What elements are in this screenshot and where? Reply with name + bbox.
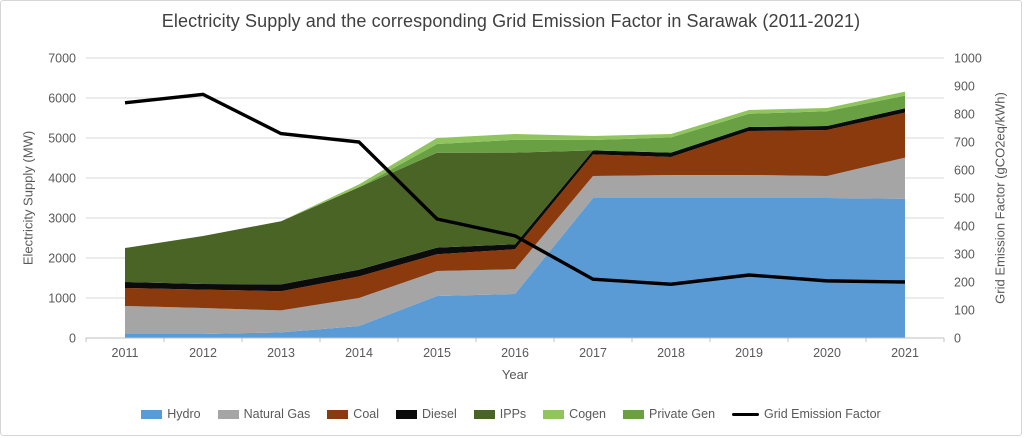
y-axis-right-tick-label: 700 xyxy=(954,136,975,150)
y-axis-left-tick-label: 1000 xyxy=(48,292,76,306)
legend-item-hydro: Hydro xyxy=(141,407,201,421)
y-axis-right-tick-label: 400 xyxy=(954,220,975,234)
legend-item-coal: Coal xyxy=(327,407,379,421)
legend-label: Coal xyxy=(353,407,380,421)
legend-item-private-gen: Private Gen xyxy=(623,407,715,421)
legend-item-cogen: Cogen xyxy=(543,407,606,421)
y-axis-right-tick-label: 600 xyxy=(954,164,975,178)
x-axis-tick-label: 2013 xyxy=(267,346,295,360)
x-axis-tick-label: 2021 xyxy=(891,346,919,360)
area-series-ipps xyxy=(125,108,905,285)
y-axis-left-tick-label: 0 xyxy=(69,332,76,346)
legend: Hydro Natural Gas Coal Diesel IPPs Cogen Priva… xyxy=(1,404,1021,424)
chart-title: Electricity Supply and the corresponding… xyxy=(161,11,861,31)
natural-gas-swatch-icon xyxy=(217,409,239,419)
area-series-natural-gas xyxy=(125,157,905,334)
x-axis-tick-label: 2019 xyxy=(735,346,763,360)
y-axis-right-tick-label: 100 xyxy=(954,304,975,318)
x-axis-tick-label: 2017 xyxy=(579,346,607,360)
x-axis-title: Year xyxy=(501,367,529,382)
legend-label: Cogen xyxy=(569,407,607,421)
x-axis-tick-label: 2016 xyxy=(501,346,529,360)
x-axis-tick-label: 2014 xyxy=(345,346,373,360)
grid-emission-factor-swatch-icon xyxy=(732,412,760,416)
legend-label: Natural Gas xyxy=(243,407,311,421)
y-axis-right-tick-label: 1000 xyxy=(954,52,982,66)
y-axis-left-tick-label: 5000 xyxy=(48,132,76,146)
y-axis-right-tick-label: 900 xyxy=(954,80,975,94)
y-axis-left-tick-label: 2000 xyxy=(48,252,76,266)
legend-item-natural-gas: Natural Gas xyxy=(217,407,311,421)
area-series-coal xyxy=(125,112,905,311)
legend-label: IPPs xyxy=(499,407,527,421)
area-series-hydro xyxy=(125,198,905,338)
area-series-diesel xyxy=(125,108,905,292)
x-axis-tick-label: 2018 xyxy=(657,346,685,360)
legend-item-ipps: IPPs xyxy=(473,407,527,421)
y-axis-left-tick-label: 7000 xyxy=(48,52,76,66)
y-axis-right-tick-label: 200 xyxy=(954,276,975,290)
legend-label: Grid Emission Factor xyxy=(764,407,881,421)
y-axis-left-tick-label: 3000 xyxy=(48,212,76,226)
legend-item-grid-emission-factor: Grid Emission Factor xyxy=(732,407,881,421)
y-axis-right-tick-label: 300 xyxy=(954,248,975,262)
y-axis-left-title: Electricity Supply (MW) xyxy=(20,130,36,266)
y-axis-right-tick-label: 0 xyxy=(954,332,961,346)
area-series-private-gen xyxy=(125,95,905,248)
line-series-grid-emission-factor xyxy=(124,92,906,286)
legend-label: Diesel xyxy=(422,407,457,421)
x-axis-tick-label: 2020 xyxy=(813,346,841,360)
legend-item-diesel: Diesel xyxy=(396,407,457,421)
y-axis-right-title: Grid Emission Factor (gCO2eq/kWh) xyxy=(992,92,1008,304)
y-axis-right-tick-label: 500 xyxy=(954,192,975,206)
y-axis-left-tick-label: 6000 xyxy=(48,92,76,106)
diesel-swatch-icon xyxy=(396,409,418,419)
private-gen-swatch-icon xyxy=(623,409,645,419)
legend-label: Hydro xyxy=(167,407,201,421)
hydro-swatch-icon xyxy=(141,409,163,419)
coal-swatch-icon xyxy=(327,409,349,419)
x-axis-tick-label: 2011 xyxy=(112,346,139,360)
ipps-swatch-icon xyxy=(473,409,495,419)
x-axis-tick-label: 2012 xyxy=(189,346,217,360)
cogen-swatch-icon xyxy=(543,409,565,419)
x-axis-tick-label: 2015 xyxy=(423,346,451,360)
y-axis-right-tick-label: 800 xyxy=(954,108,975,122)
legend-label: Private Gen xyxy=(649,407,716,421)
y-axis-left-tick-label: 4000 xyxy=(48,172,76,186)
